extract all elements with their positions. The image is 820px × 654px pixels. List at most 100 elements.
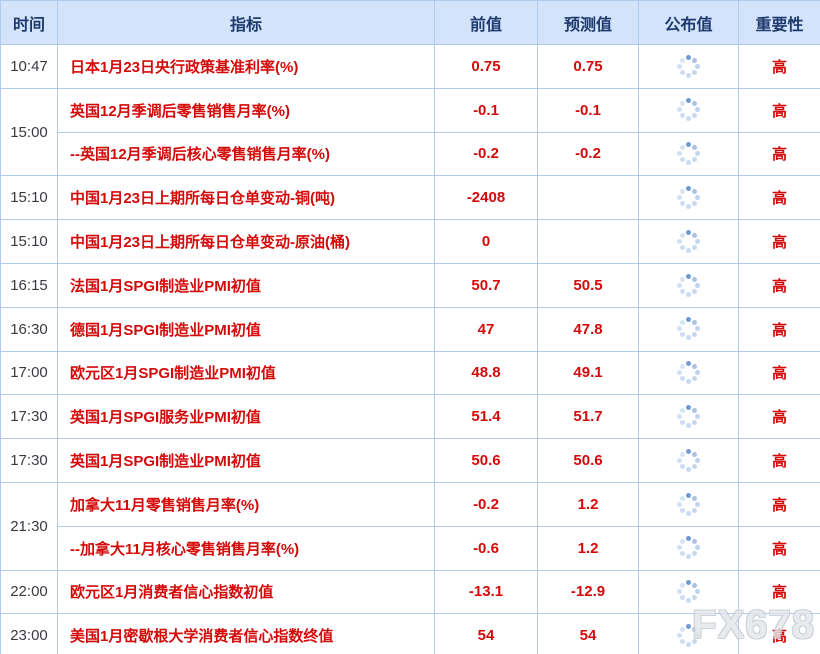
forecast-value-cell: -0.1	[537, 87, 639, 133]
time-cell: 21:30	[0, 481, 58, 571]
previous-value-cell: 50.6	[434, 438, 538, 483]
importance-cell: 高	[738, 438, 820, 483]
table-row: 23:00 美国1月密歇根大学消费者信心指数终值 54 54 高	[0, 613, 820, 654]
loading-spinner-icon	[686, 414, 691, 419]
loading-spinner-icon	[686, 458, 691, 463]
importance-cell: 高	[738, 44, 820, 89]
header-row: 时间 指标 前值 预测值 公布值 重要性	[0, 0, 820, 45]
table-row: 15:10 中国1月23日上期所每日仓单变动-原油(桶) 0 高	[0, 219, 820, 264]
indicator-cell: 中国1月23日上期所每日仓单变动-铜(吨)	[57, 175, 435, 221]
previous-value-cell: -13.1	[434, 569, 538, 615]
indicator-cell: 德国1月SPGI制造业PMI初值	[57, 306, 435, 352]
loading-spinner-icon	[686, 239, 691, 244]
time-cell: 15:00	[0, 87, 58, 177]
loading-spinner-icon	[686, 589, 691, 594]
table-row: 21:30 加拿大11月零售销售月率(%) -0.2 1.2 高	[0, 481, 820, 571]
importance-cell: 高	[738, 219, 820, 264]
loading-spinner-icon	[686, 195, 691, 200]
loading-spinner-icon	[686, 283, 691, 288]
importance-cell: 高	[738, 350, 820, 396]
table-row: 10:47 日本1月23日央行政策基准利率(%) 0.75 0.75 高	[0, 44, 820, 89]
time-cell: 17:30	[0, 394, 58, 440]
time-cell: 23:00	[0, 613, 58, 654]
importance-cell: 高	[738, 613, 820, 654]
forecast-value-cell: 54	[537, 613, 639, 654]
loading-spinner-icon	[686, 545, 691, 550]
loading-spinner-icon	[686, 151, 691, 156]
loading-spinner-icon	[686, 64, 691, 69]
table-row: --英国12月季调后核心零售销售月率(%) -0.2 -0.2 高	[1, 131, 820, 177]
indicator-cell: 中国1月23日上期所每日仓单变动-原油(桶)	[57, 219, 435, 264]
previous-value-cell: -0.2	[434, 481, 538, 527]
column-header-previous: 前值	[434, 0, 538, 45]
indicator-cell: 欧元区1月消费者信心指数初值	[57, 569, 435, 615]
loading-spinner-icon	[686, 633, 691, 638]
forecast-value-cell: -0.2	[537, 131, 639, 177]
importance-cell: 高	[738, 87, 820, 133]
forecast-value-cell: 50.5	[537, 262, 639, 308]
table-row: 22:00 欧元区1月消费者信心指数初值 -13.1 -12.9 高	[0, 569, 820, 615]
time-cell: 10:47	[0, 44, 58, 89]
indicator-cell: 加拿大11月零售销售月率(%)	[57, 481, 435, 527]
time-cell: 16:30	[0, 306, 58, 352]
published-value-cell	[638, 613, 739, 654]
forecast-value-cell: 49.1	[537, 350, 639, 396]
published-value-cell	[638, 175, 739, 221]
indicator-cell: 英国1月SPGI制造业PMI初值	[57, 438, 435, 483]
forecast-value-cell: 0.75	[537, 44, 639, 89]
previous-value-cell: 50.7	[434, 262, 538, 308]
table-row: 17:00 欧元区1月SPGI制造业PMI初值 48.8 49.1 高	[0, 350, 820, 396]
table-row: 17:30 英国1月SPGI服务业PMI初值 51.4 51.7 高	[0, 394, 820, 440]
published-value-cell	[638, 481, 739, 527]
previous-value-cell: 0.75	[434, 44, 538, 89]
previous-value-cell: -0.1	[434, 87, 538, 133]
column-header-forecast: 预测值	[537, 0, 639, 45]
importance-cell: 高	[738, 131, 820, 177]
time-cell: 15:10	[0, 175, 58, 221]
column-header-importance: 重要性	[738, 0, 820, 45]
loading-spinner-icon	[686, 107, 691, 112]
time-cell: 17:00	[0, 350, 58, 396]
table-row: 15:00 英国12月季调后零售销售月率(%) -0.1 -0.1 高	[0, 87, 820, 177]
importance-cell: 高	[738, 569, 820, 615]
previous-value-cell: 0	[434, 219, 538, 264]
table-row: 16:30 德国1月SPGI制造业PMI初值 47 47.8 高	[0, 306, 820, 352]
previous-value-cell: -2408	[434, 175, 538, 221]
column-header-published: 公布值	[638, 0, 739, 45]
published-value-cell	[638, 350, 739, 396]
indicator-cell: 日本1月23日央行政策基准利率(%)	[57, 44, 435, 89]
previous-value-cell: -0.2	[434, 131, 538, 177]
indicator-cell: 欧元区1月SPGI制造业PMI初值	[57, 350, 435, 396]
loading-spinner-icon	[686, 326, 691, 331]
published-value-cell	[638, 569, 739, 615]
forecast-value-cell: 47.8	[537, 306, 639, 352]
table-row: --加拿大11月核心零售销售月率(%) -0.6 1.2 高	[1, 525, 820, 571]
published-value-cell	[638, 131, 739, 177]
forecast-value-cell: 50.6	[537, 438, 639, 483]
time-cell: 17:30	[0, 438, 58, 483]
table-row: 16:15 法国1月SPGI制造业PMI初值 50.7 50.5 高	[0, 262, 820, 308]
time-cell: 16:15	[0, 262, 58, 308]
forecast-value-cell: 1.2	[537, 525, 639, 571]
indicator-cell: --英国12月季调后核心零售销售月率(%)	[57, 131, 435, 177]
previous-value-cell: 47	[434, 306, 538, 352]
loading-spinner-icon	[686, 502, 691, 507]
time-cell: 15:10	[0, 219, 58, 264]
forecast-value-cell: 1.2	[537, 481, 639, 527]
published-value-cell	[638, 219, 739, 264]
importance-cell: 高	[738, 394, 820, 440]
published-value-cell	[638, 262, 739, 308]
published-value-cell	[638, 394, 739, 440]
previous-value-cell: 54	[434, 613, 538, 654]
published-value-cell	[638, 87, 739, 133]
importance-cell: 高	[738, 481, 820, 527]
indicator-cell: 美国1月密歇根大学消费者信心指数终值	[57, 613, 435, 654]
forecast-value-cell	[537, 175, 639, 221]
indicator-cell: 法国1月SPGI制造业PMI初值	[57, 262, 435, 308]
indicator-cell: 英国12月季调后零售销售月率(%)	[57, 87, 435, 133]
forecast-value-cell: -12.9	[537, 569, 639, 615]
indicator-cell: 英国1月SPGI服务业PMI初值	[57, 394, 435, 440]
importance-cell: 高	[738, 262, 820, 308]
published-value-cell	[638, 525, 739, 571]
